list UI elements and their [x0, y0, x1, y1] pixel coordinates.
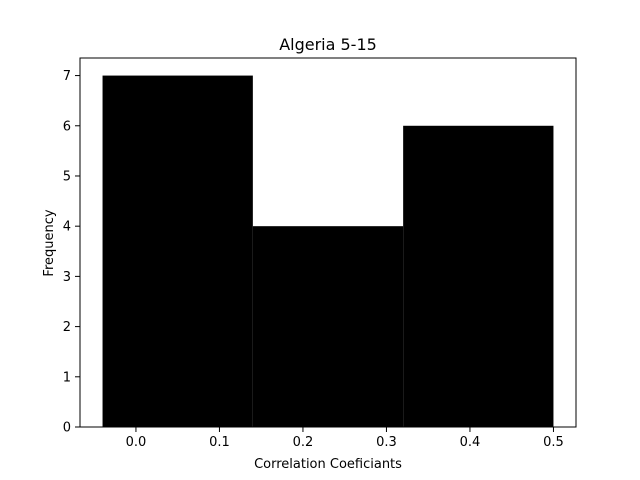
x-tick-label: 0.0: [126, 435, 147, 450]
chart-title: Algeria 5-15: [279, 35, 377, 54]
y-tick-label: 7: [63, 69, 71, 84]
y-tick-label: 1: [63, 370, 71, 385]
x-tick-label: 0.1: [209, 435, 230, 450]
x-tick-label: 0.2: [293, 435, 314, 450]
y-tick-label: 6: [63, 119, 71, 134]
y-axis: 0 1 2 3 4 5 6 7: [63, 69, 80, 436]
x-axis-label: Correlation Coeficiants: [254, 457, 402, 472]
y-tick-label: 3: [63, 270, 71, 285]
histogram-bar-0: [102, 75, 253, 428]
histogram-bar-1: [252, 226, 404, 427]
y-tick-label: 5: [63, 169, 71, 184]
plot-frame: [79, 57, 577, 428]
x-tick-label: 0.3: [376, 435, 397, 450]
x-axis: 0.0 0.1 0.2 0.3 0.4 0.5: [126, 427, 564, 450]
bars: [102, 75, 554, 428]
y-tick-label: 0: [63, 421, 71, 436]
y-tick-label: 4: [63, 220, 71, 235]
y-tick-label: 2: [63, 320, 71, 335]
x-tick-label: 0.4: [460, 435, 481, 450]
histogram-bar-2: [403, 125, 554, 427]
x-tick-label: 0.5: [543, 435, 564, 450]
y-axis-label: Frequency: [42, 209, 57, 276]
